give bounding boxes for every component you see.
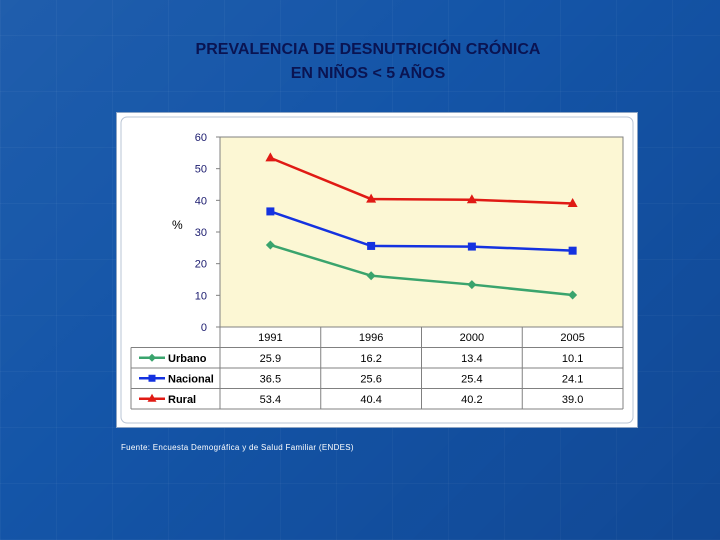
- square-marker: [266, 207, 275, 216]
- legend-label: Nacional: [168, 373, 214, 385]
- table-value: 24.1: [562, 373, 583, 385]
- table-value: 25.9: [260, 353, 281, 365]
- legend-label: Rural: [168, 394, 196, 406]
- series-layer: [265, 152, 578, 300]
- y-tick-label: 50: [195, 164, 207, 176]
- table-value: 40.2: [461, 394, 482, 406]
- diamond-marker: [568, 290, 578, 300]
- y-tick-label: 30: [195, 227, 207, 239]
- triangle-marker: [265, 152, 276, 162]
- y-tick-label: 20: [195, 259, 207, 271]
- square-marker: [467, 242, 476, 251]
- slide-title: PREVALENCIA DE DESNUTRICIÓN CRÓNICA EN N…: [0, 38, 720, 86]
- y-tick-label: 10: [195, 290, 207, 302]
- x-tick-label: 2005: [560, 332, 584, 344]
- table-value: 25.4: [461, 373, 482, 385]
- table-value: 16.2: [360, 353, 381, 365]
- title-line-2: EN NIÑOS < 5 AÑOS: [290, 65, 446, 82]
- table-value: 40.4: [360, 394, 381, 406]
- x-tick-label: 2000: [460, 332, 484, 344]
- source-note: Fuente: Encuesta Demográfica y de Salud …: [121, 443, 354, 452]
- table-value: 13.4: [461, 353, 482, 365]
- square-marker: [367, 241, 376, 250]
- square-marker: [148, 374, 156, 382]
- table-value: 10.1: [562, 353, 583, 365]
- triangle-marker: [147, 393, 157, 402]
- table-value: 39.0: [562, 394, 583, 406]
- diamond-marker: [467, 280, 477, 290]
- y-tick-label: 0: [201, 322, 207, 334]
- x-tick-label: 1991: [258, 332, 282, 344]
- table-value: 25.6: [360, 373, 381, 385]
- y-axis-label: %: [172, 218, 183, 232]
- table-value: 53.4: [260, 394, 281, 406]
- chart-panel: 0 10 20 30 40 50 60 % 1991 1996 2000 2005 Urbano 25…: [116, 112, 638, 428]
- y-tick-label: 60: [195, 132, 207, 144]
- triangle-marker: [466, 194, 477, 204]
- data-table: 1991 1996 2000 2005 Urbano 25.9 16.2 13.4 10.1 Na…: [130, 327, 624, 410]
- table-value: 36.5: [260, 373, 281, 385]
- y-axis: 0 10 20 30 40 50 60: [195, 132, 220, 334]
- x-tick-label: 1996: [359, 332, 383, 344]
- diamond-marker: [265, 240, 275, 250]
- legend-label: Urbano: [168, 353, 207, 365]
- series-line-nacional: [269, 210, 573, 252]
- plot-area: [219, 136, 624, 328]
- series-line-rural: [269, 156, 573, 205]
- triangle-marker: [567, 198, 578, 207]
- y-tick-label: 40: [195, 195, 207, 207]
- diamond-marker: [148, 353, 156, 362]
- square-marker: [568, 246, 577, 255]
- series-line-urbano: [270, 243, 573, 297]
- triangle-marker: [366, 193, 377, 203]
- line-chart: 0 10 20 30 40 50 60 % 1991 1996 2000 2005 Urbano 25…: [120, 116, 634, 424]
- title-line-1: PREVALENCIA DE DESNUTRICIÓN CRÓNICA: [195, 41, 541, 58]
- diamond-marker: [366, 271, 376, 281]
